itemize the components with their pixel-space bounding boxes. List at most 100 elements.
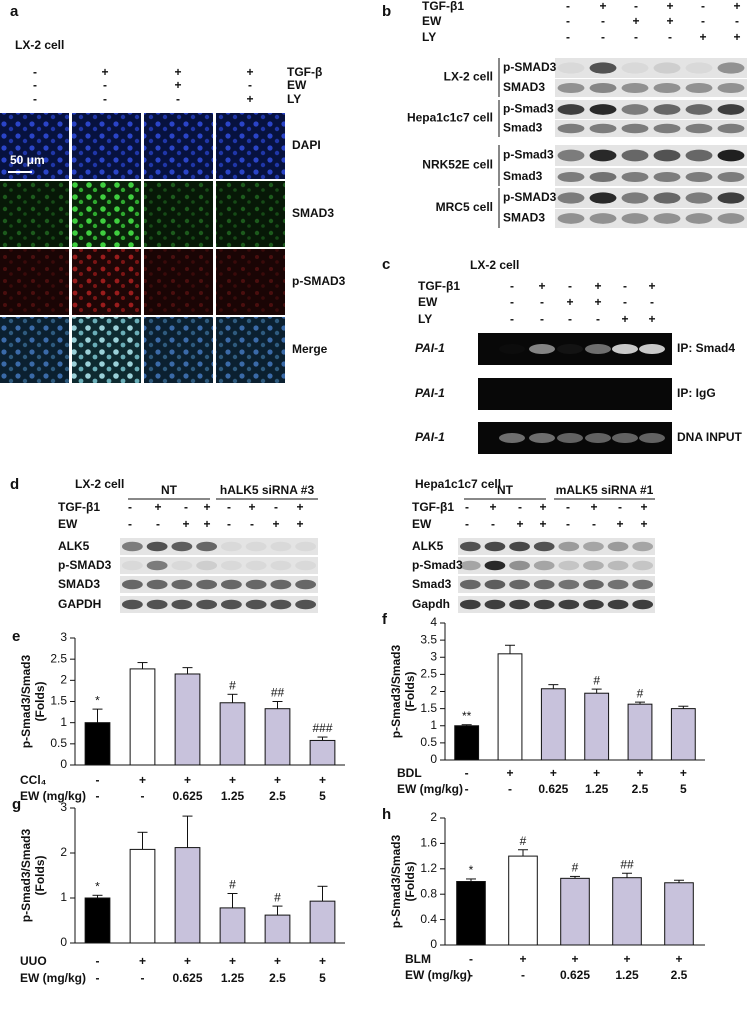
x-row-value: - (469, 968, 473, 982)
blot-band (459, 579, 481, 590)
gel-band (499, 344, 525, 354)
condition-sign: + (203, 517, 210, 531)
condition-sign: - (592, 517, 596, 531)
blot-band (220, 560, 242, 571)
condition-sign: - (601, 30, 605, 44)
condition-sign: - (650, 295, 654, 309)
significance-label: # (229, 878, 236, 892)
blot-band (583, 579, 604, 590)
significance-label: # (274, 890, 281, 904)
bar (219, 907, 246, 944)
condition-sign: - (601, 14, 605, 28)
condition-sign: + (182, 517, 189, 531)
blot-band (196, 599, 218, 610)
gene-label: PAI-1 (415, 341, 445, 355)
gel-band (612, 389, 638, 399)
significance-label: # (229, 678, 236, 692)
bar (264, 708, 291, 766)
blot-band (653, 171, 681, 183)
blot-band (270, 579, 292, 590)
gene-label: PAI-1 (415, 430, 445, 444)
condition-label: EW (412, 517, 432, 531)
channel-label: p-SMAD3 (292, 274, 346, 288)
y-tick-label: 0.8 (420, 886, 437, 900)
condition-sign: - (184, 500, 188, 514)
bar (560, 877, 590, 946)
significance-label: ## (620, 857, 634, 871)
condition-sign: + (154, 500, 161, 514)
bar (540, 688, 566, 761)
blot-band (653, 192, 681, 204)
condition-sign: - (465, 500, 469, 514)
blot-band (171, 579, 193, 590)
y-axis-label: (Folds) (403, 672, 417, 712)
blot-band (533, 599, 555, 610)
bar (129, 668, 156, 766)
blot-band (533, 560, 555, 571)
blot-band (146, 560, 168, 571)
y-tick-label: 4 (430, 615, 437, 629)
blot-band (484, 541, 506, 552)
micrograph (0, 317, 69, 383)
x-row-value: + (675, 952, 682, 966)
blot-band (589, 149, 617, 162)
condition-sign: + (621, 312, 628, 326)
condition-label: LY (287, 92, 301, 106)
y-tick-label: 1 (60, 715, 67, 729)
blot-label: Smad3 (412, 577, 452, 591)
condition-sign: - (668, 30, 672, 44)
blot-label: Smad3 (503, 121, 543, 135)
x-row-label: EW (mg/kg) (20, 971, 86, 985)
x-row-value: 2.5 (269, 789, 286, 803)
gel-band (499, 389, 525, 399)
condition-sign: + (248, 500, 255, 514)
blot-band (589, 62, 617, 74)
blot-band (146, 541, 168, 552)
blot-band (295, 541, 317, 552)
micrograph (0, 249, 69, 315)
condition-sign: + (699, 30, 706, 44)
cell-label: MRC5 cell (436, 200, 493, 214)
condition-sign: - (248, 78, 252, 92)
blot-strip (120, 557, 318, 574)
bar (497, 653, 523, 761)
x-row-value: 1.25 (221, 971, 245, 985)
condition-sign: - (510, 279, 514, 293)
condition-sign: + (632, 14, 639, 28)
x-row-value: + (229, 773, 236, 787)
blot-band (583, 560, 604, 571)
cell-label: LX-2 cell (444, 70, 493, 84)
blot-band (196, 579, 218, 590)
gel-band (585, 433, 611, 443)
significance-label: # (593, 673, 600, 687)
blot-band (459, 541, 481, 552)
x-row-label: UUO (20, 954, 47, 968)
x-row-value: + (139, 773, 146, 787)
x-row-value: 0.625 (172, 789, 202, 803)
condition-label: EW (287, 78, 307, 92)
blot-band (717, 213, 745, 224)
bar (664, 882, 694, 946)
x-row-value: - (96, 971, 100, 985)
panel-letter: a (10, 3, 19, 20)
blot-band (685, 123, 713, 134)
blot-band (589, 104, 617, 115)
condition-sign: + (640, 500, 647, 514)
blot-band (653, 104, 681, 115)
significance-label: ### (312, 721, 332, 735)
blot-strip (120, 596, 318, 613)
panel-letter: b (382, 3, 391, 20)
condition-sign: - (518, 500, 522, 514)
blot-band (685, 171, 713, 183)
channel-label: Merge (292, 342, 328, 356)
gel-label: IP: IgG (677, 386, 716, 400)
blot-band (121, 579, 143, 590)
blot-label: Gapdh (412, 597, 450, 611)
gel-band (612, 344, 638, 354)
x-row-value: + (680, 766, 687, 780)
significance-label: * (95, 879, 100, 893)
y-axis-label: p-Smad3/Smad3 (19, 654, 33, 748)
y-tick-label: 3.5 (420, 632, 437, 646)
condition-sign: - (623, 279, 627, 293)
x-row-value: 0.625 (560, 968, 590, 982)
